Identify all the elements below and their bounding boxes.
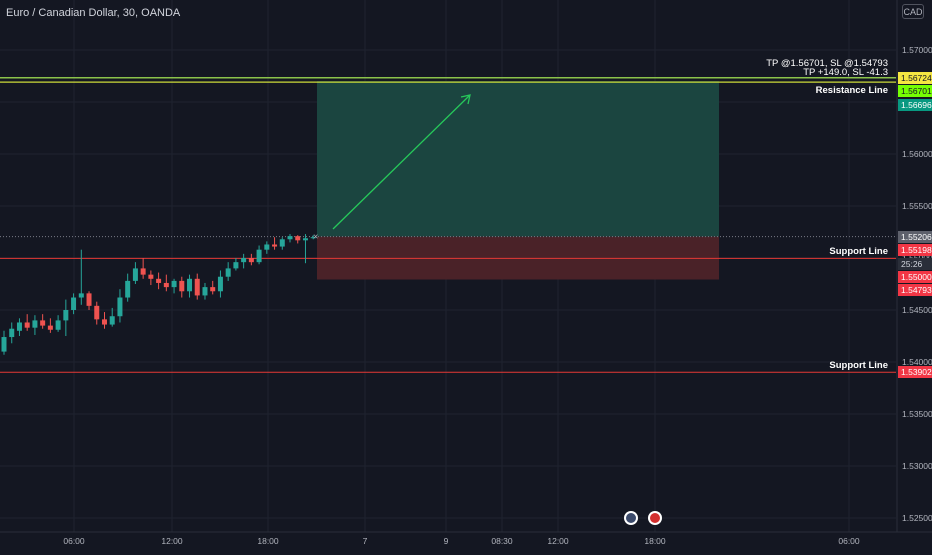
price-label: 25:26 [901, 259, 923, 269]
candle-body [101, 319, 107, 325]
price-label-bg [898, 284, 932, 296]
candle-body [140, 268, 146, 275]
candle-body [16, 322, 22, 331]
candle-body [86, 293, 92, 306]
support-label-1: Support Line [829, 246, 888, 257]
candle-body [171, 280, 177, 288]
support-label-2: Support Line [829, 360, 888, 371]
price-label: 1.53902 [901, 367, 932, 377]
candle-body [24, 322, 30, 328]
price-label: 1.55000 [901, 272, 932, 282]
price-label-bg [898, 99, 932, 111]
price-label-bg [898, 231, 932, 243]
y-tick-label: 1.54000 [902, 357, 932, 367]
candle-body [1, 337, 7, 352]
symbol-title: Euro / Canadian Dollar, 30, OANDA [6, 7, 181, 19]
tp-sl-label-2: TP +149.0, SL -41.3 [803, 67, 888, 78]
candle-body [78, 293, 84, 298]
x-tick-label: 9 [444, 536, 449, 546]
candle-body [71, 297, 77, 310]
candle-body [295, 236, 301, 241]
arrow-head-icon [460, 94, 471, 105]
price-label-bg [898, 72, 932, 84]
candle-body [194, 278, 200, 296]
y-tick-label: 1.53500 [902, 409, 932, 419]
x-tick-label: 7 [363, 536, 368, 546]
candle-body [55, 320, 61, 330]
price-label-bg [898, 258, 932, 270]
price-label-bg [898, 244, 932, 256]
candle-body [256, 249, 262, 263]
european-union-flag-icon-inner [626, 513, 636, 523]
candle-body [233, 262, 239, 269]
candle-body [148, 274, 154, 279]
candle-body [279, 239, 285, 247]
price-label: 1.55198 [901, 245, 932, 255]
price-label-bg [898, 85, 932, 97]
candle-body [156, 278, 162, 283]
candle-body [264, 244, 270, 250]
x-tick-label: 06:00 [838, 536, 860, 546]
candle-body [94, 305, 100, 320]
candle-body [63, 310, 69, 321]
candle-body [9, 328, 15, 338]
candle-body [210, 287, 216, 292]
candle-body [117, 297, 123, 317]
projection-arrow [332, 94, 471, 230]
x-tick-label: 18:00 [644, 536, 666, 546]
take-profit-zone [317, 81, 719, 237]
price-label: 1.56696 [901, 100, 932, 110]
x-tick-label: 12:00 [161, 536, 183, 546]
candle-body [217, 276, 223, 292]
y-tick-label: 1.57000 [902, 45, 932, 55]
candle-body [132, 268, 138, 281]
price-label: 1.55206 [901, 232, 932, 242]
candle-body [179, 280, 185, 292]
resistance-label: Resistance Line [816, 85, 888, 96]
currency-badge[interactable]: CAD [902, 4, 924, 19]
x-tick-label: 08:30 [491, 536, 513, 546]
candle-body [202, 287, 208, 296]
candle-body [310, 237, 316, 239]
candle-body [125, 280, 131, 298]
x-tick-label: 12:00 [547, 536, 569, 546]
price-label-bg [898, 366, 932, 378]
candle-body [32, 320, 38, 328]
x-tick-label: 18:00 [257, 536, 279, 546]
y-tick-label: 1.56000 [902, 149, 932, 159]
candle-body [225, 268, 231, 277]
y-tick-label: 1.52500 [902, 513, 932, 523]
tp-sl-label-1: TP @1.56701, SL @1.54793 [766, 58, 888, 69]
candle-body [287, 236, 293, 240]
entry-cross-marker: × [313, 232, 318, 242]
y-tick-label: 1.54500 [902, 305, 932, 315]
y-tick-label: 1.53000 [902, 461, 932, 471]
price-label: 1.56724 [901, 73, 932, 83]
candle-body [248, 258, 254, 263]
candle-body [47, 325, 53, 330]
candle-body [302, 238, 308, 241]
y-tick-label: 1.55500 [902, 201, 932, 211]
candle-body [187, 278, 193, 292]
candle-body [109, 316, 115, 325]
canada-flag-icon-inner [650, 513, 660, 523]
price-label: 1.54793 [901, 285, 932, 295]
x-tick-label: 06:00 [63, 536, 85, 546]
candle-body [241, 258, 247, 263]
candle-body [163, 282, 169, 288]
candle-body [40, 320, 46, 326]
price-label-bg [898, 271, 932, 283]
candle-body [272, 244, 278, 247]
price-label: 1.56701 [901, 86, 932, 96]
